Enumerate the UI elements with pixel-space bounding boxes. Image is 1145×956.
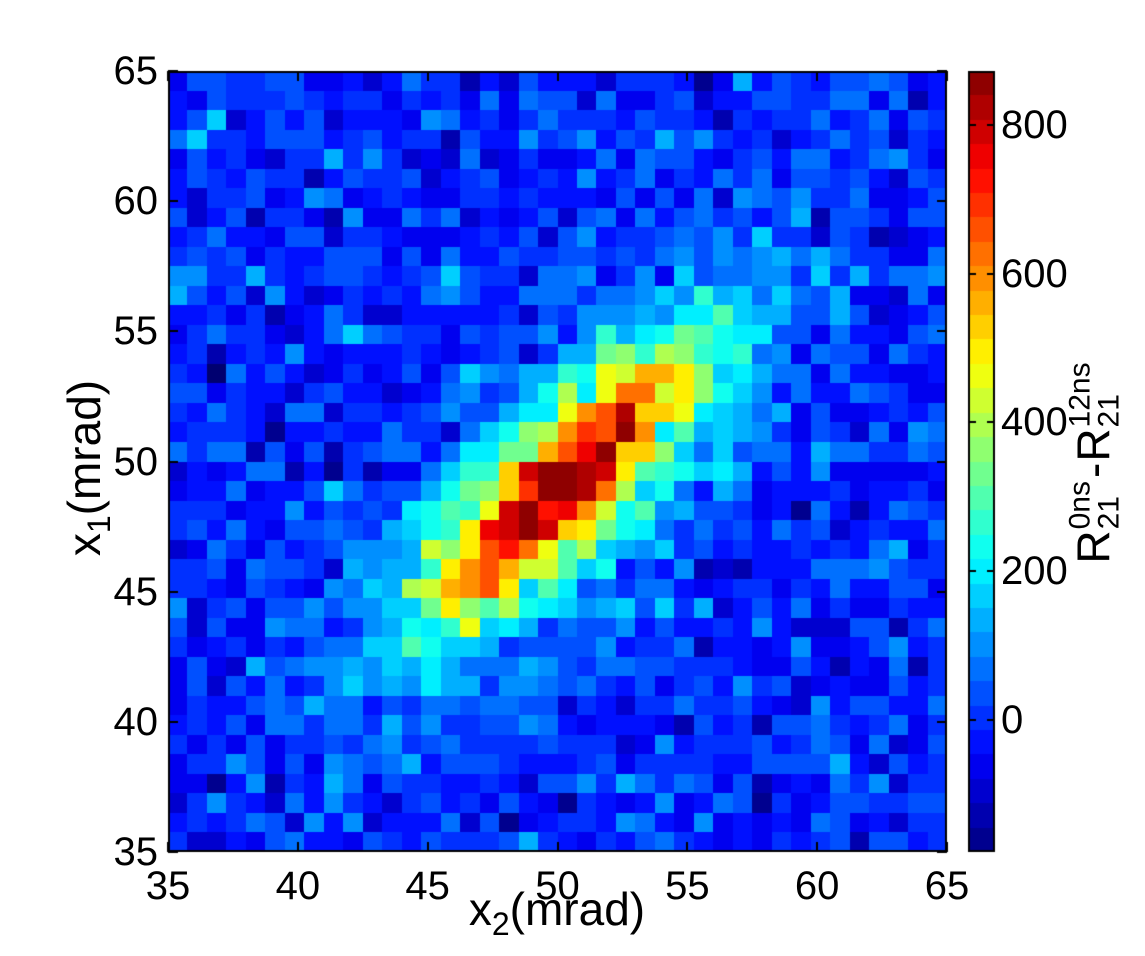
y-axis-label: x1(mrad) — [58, 379, 117, 557]
colorbar-label-term2-sub: 21 — [1092, 394, 1125, 428]
colorbar-label-term1-sup: 0ns — [1063, 481, 1097, 530]
x-axis-label-subscript: 2 — [491, 906, 510, 943]
y-tick-label: 45 — [113, 569, 159, 614]
y-tick-label: 35 — [113, 830, 159, 874]
y-axis-label-units: (mrad) — [58, 379, 110, 516]
colorbar-label-term1: R 0ns 21 — [1063, 479, 1126, 564]
colorbar-label-term1-base: R — [1067, 530, 1120, 564]
colorbar-tick-label: 0 — [1001, 697, 1024, 742]
y-tick-label: 40 — [113, 699, 159, 744]
x-tick-label: 45 — [405, 864, 450, 908]
colorbar-label-term2-sup: 12ns — [1063, 362, 1097, 428]
colorbar-tick-label: 200 — [1001, 549, 1068, 594]
colorbar-label-minus: - — [1067, 462, 1120, 479]
y-tick-label: 60 — [113, 179, 159, 224]
colorbar-tick-label: 800 — [1001, 102, 1068, 147]
x-axis-label-base: x — [468, 883, 492, 935]
y-axis-label-subscript: 1 — [81, 515, 118, 534]
colorbar-tick-label: 600 — [1001, 251, 1068, 296]
colorbar-label: R 0ns 21 -R 12ns 21 — [1063, 360, 1126, 564]
colorbar-label-term2-base: R — [1067, 428, 1120, 462]
y-tick-label: 65 — [113, 49, 159, 93]
y-tick-label: 55 — [113, 309, 159, 354]
y-tick-label: 50 — [113, 439, 159, 484]
x-tick-label: 40 — [275, 864, 321, 908]
colorbar-label-term1-sub: 21 — [1092, 496, 1125, 530]
y-axis-label-base: x — [58, 533, 110, 557]
x-tick-label: 35 — [145, 864, 191, 908]
x-tick-label: 60 — [794, 864, 840, 908]
x-tick-label: 55 — [665, 864, 710, 908]
x-tick-label: 65 — [924, 864, 970, 908]
colorbar-label-term2: R 12ns 21 — [1063, 360, 1126, 462]
x-axis-label: x2(mrad) — [468, 883, 646, 940]
x-axis-label-units: (mrad) — [509, 883, 646, 935]
x-tick-label: 50 — [535, 864, 580, 908]
colorbar-tick-label: 400 — [1001, 400, 1068, 445]
